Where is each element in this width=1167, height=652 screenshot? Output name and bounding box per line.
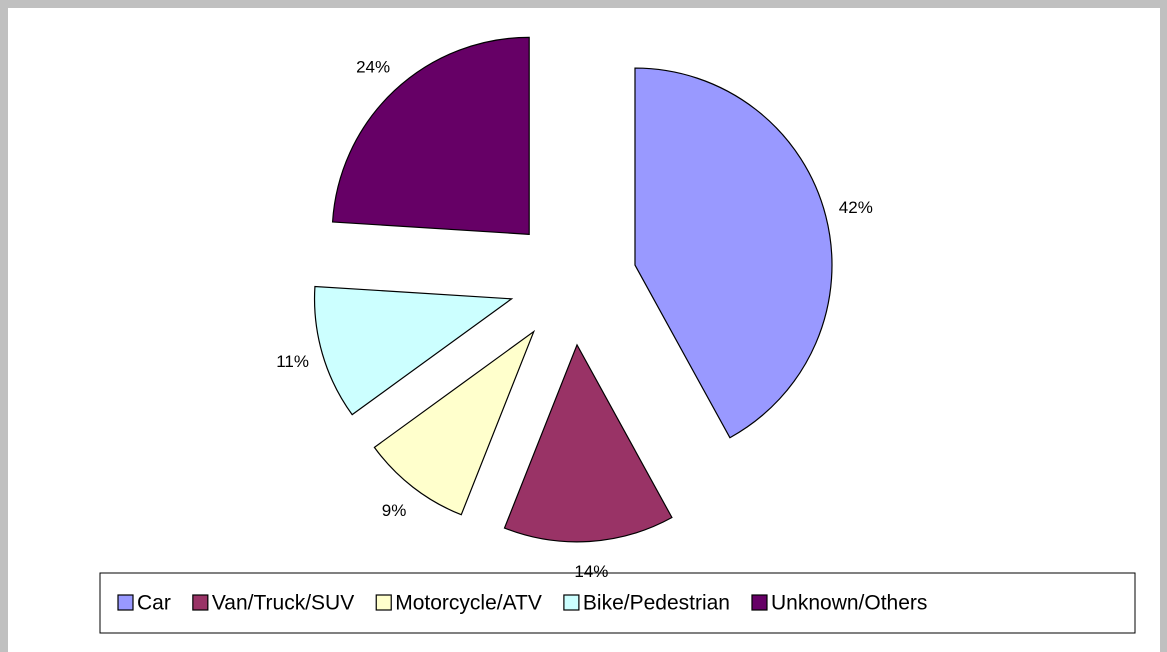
legend-swatch xyxy=(563,594,580,611)
legend-label: Bike/Pedestrian xyxy=(583,592,730,615)
data-label: 11% xyxy=(276,352,309,371)
pie-slice xyxy=(373,329,536,516)
legend-label: Car xyxy=(137,592,171,615)
legend-label: Motorcycle/ATV xyxy=(395,592,542,615)
legend-label: Van/Truck/SUV xyxy=(212,592,354,615)
legend-label: Unknown/Others xyxy=(771,592,927,615)
data-label: 42% xyxy=(839,198,873,217)
pie-slice xyxy=(503,343,673,543)
pie-slice xyxy=(313,285,514,416)
legend-swatch xyxy=(375,594,392,611)
legend-box xyxy=(99,572,1136,634)
legend-swatch xyxy=(751,594,768,611)
pie-slice xyxy=(634,67,833,439)
data-label: 9% xyxy=(382,501,407,520)
data-label: 24% xyxy=(356,58,390,77)
pie-slice xyxy=(331,36,530,235)
plot-background xyxy=(8,8,1160,652)
data-label: 14% xyxy=(574,562,608,581)
legend-swatch xyxy=(192,594,209,611)
legend-swatch xyxy=(117,594,134,611)
